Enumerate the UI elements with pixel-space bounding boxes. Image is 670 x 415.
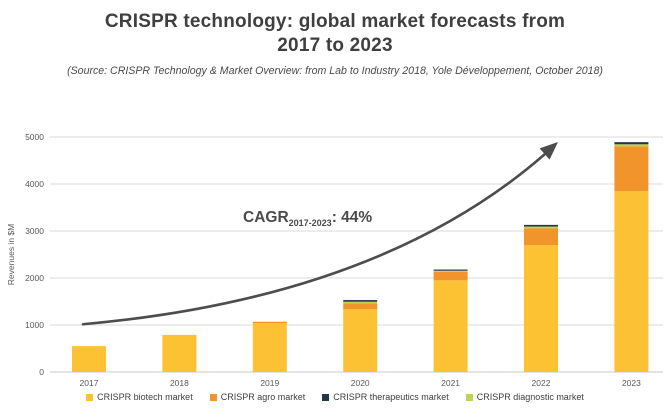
trend-arrow-head — [539, 142, 558, 160]
legend-item: CRISPR diagnostic market — [465, 392, 584, 402]
y-axis-tick-label: 4000 — [25, 179, 44, 189]
x-axis-tick-label: 2021 — [441, 378, 460, 388]
x-axis-tick-label: 2017 — [80, 378, 99, 388]
legend-swatch-icon — [86, 393, 94, 401]
y-axis-tick-label: 1000 — [25, 320, 44, 330]
x-axis-tick-label: 2023 — [622, 378, 641, 388]
y-axis-title: Revenues in $M — [6, 224, 16, 285]
y-axis-tick-label: 2000 — [25, 273, 44, 283]
bar-segment — [343, 303, 378, 310]
bar-segment — [343, 300, 378, 302]
chart-legend: CRISPR biotech market CRISPR agro market C… — [0, 392, 670, 402]
cagr-annotation: CAGR2017-2023: 44% — [243, 209, 372, 228]
legend-label: CRISPR diagnostic market — [476, 392, 584, 402]
bar-segment — [614, 142, 649, 145]
bar-segment — [524, 224, 558, 227]
x-axis-tick-label: 2020 — [351, 378, 370, 388]
bar-segment — [72, 346, 106, 372]
bar-segment — [433, 271, 468, 281]
chart-title: CRISPR technology: global market forecas… — [104, 11, 566, 57]
legend-swatch-icon — [465, 393, 473, 401]
trend-arrow-curve — [81, 152, 547, 326]
bar-segment — [614, 146, 649, 192]
legend-item: CRISPR biotech market — [86, 392, 193, 402]
legend-label: CRISPR biotech market — [97, 392, 193, 402]
x-axis-tick-label: 2018 — [170, 378, 189, 388]
y-axis-tick-label: 3000 — [25, 226, 44, 236]
bar-segment — [614, 144, 649, 147]
x-axis-tick-label: 2019 — [260, 378, 279, 388]
legend-label: CRISPR agro market — [220, 392, 306, 402]
bar-segment — [343, 309, 378, 372]
stacked-bar-chart: 0 1000 2000 3000 4000 5000 Revenues in $M 2017 2… — [0, 100, 670, 392]
y-axis-tick-label: 5000 — [25, 132, 44, 142]
bar-segment — [433, 270, 468, 272]
bar-segment — [252, 323, 287, 372]
bar-segment — [524, 228, 558, 246]
bar-segment — [433, 280, 468, 372]
bar-segment — [252, 321, 287, 324]
y-axis-tick-label: 0 — [39, 367, 44, 377]
bar-segment — [524, 245, 558, 372]
legend-swatch-icon — [322, 393, 330, 401]
source-citation: (Source: CRISPR Technology & Market Over… — [67, 64, 603, 77]
bar-segment — [433, 269, 468, 271]
bar-segment — [614, 191, 649, 372]
legend-item: CRISPR therapeutics market — [322, 392, 449, 402]
legend-item: CRISPR agro market — [209, 392, 306, 402]
legend-swatch-icon — [209, 393, 217, 401]
x-axis-tick-label: 2022 — [532, 378, 551, 388]
chart-canvas: 0 1000 2000 3000 4000 5000 Revenues in $M 2017 2… — [6, 132, 663, 388]
legend-label: CRISPR therapeutics market — [333, 392, 449, 402]
bar-segment — [162, 334, 197, 372]
bar-segment — [343, 301, 378, 304]
bar-segment — [524, 226, 558, 229]
